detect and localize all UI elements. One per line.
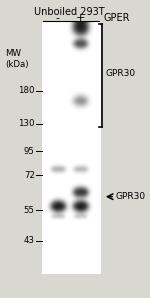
Bar	[42, 22, 100, 274]
Bar	[50, 22, 66, 274]
Text: 55: 55	[24, 206, 35, 215]
Text: 130: 130	[18, 119, 35, 128]
Text: +: +	[75, 13, 85, 23]
Text: 43: 43	[24, 236, 35, 245]
Text: 180: 180	[18, 86, 35, 95]
Text: Unboiled 293T: Unboiled 293T	[34, 7, 105, 18]
Text: MW
(kDa): MW (kDa)	[6, 49, 29, 69]
Bar	[72, 22, 88, 274]
Text: 72: 72	[24, 171, 35, 180]
Text: GPER: GPER	[104, 13, 130, 23]
Text: 95: 95	[24, 147, 35, 156]
Text: -: -	[56, 13, 60, 23]
Text: GPR30: GPR30	[106, 69, 136, 77]
Text: GPR30: GPR30	[116, 192, 146, 201]
